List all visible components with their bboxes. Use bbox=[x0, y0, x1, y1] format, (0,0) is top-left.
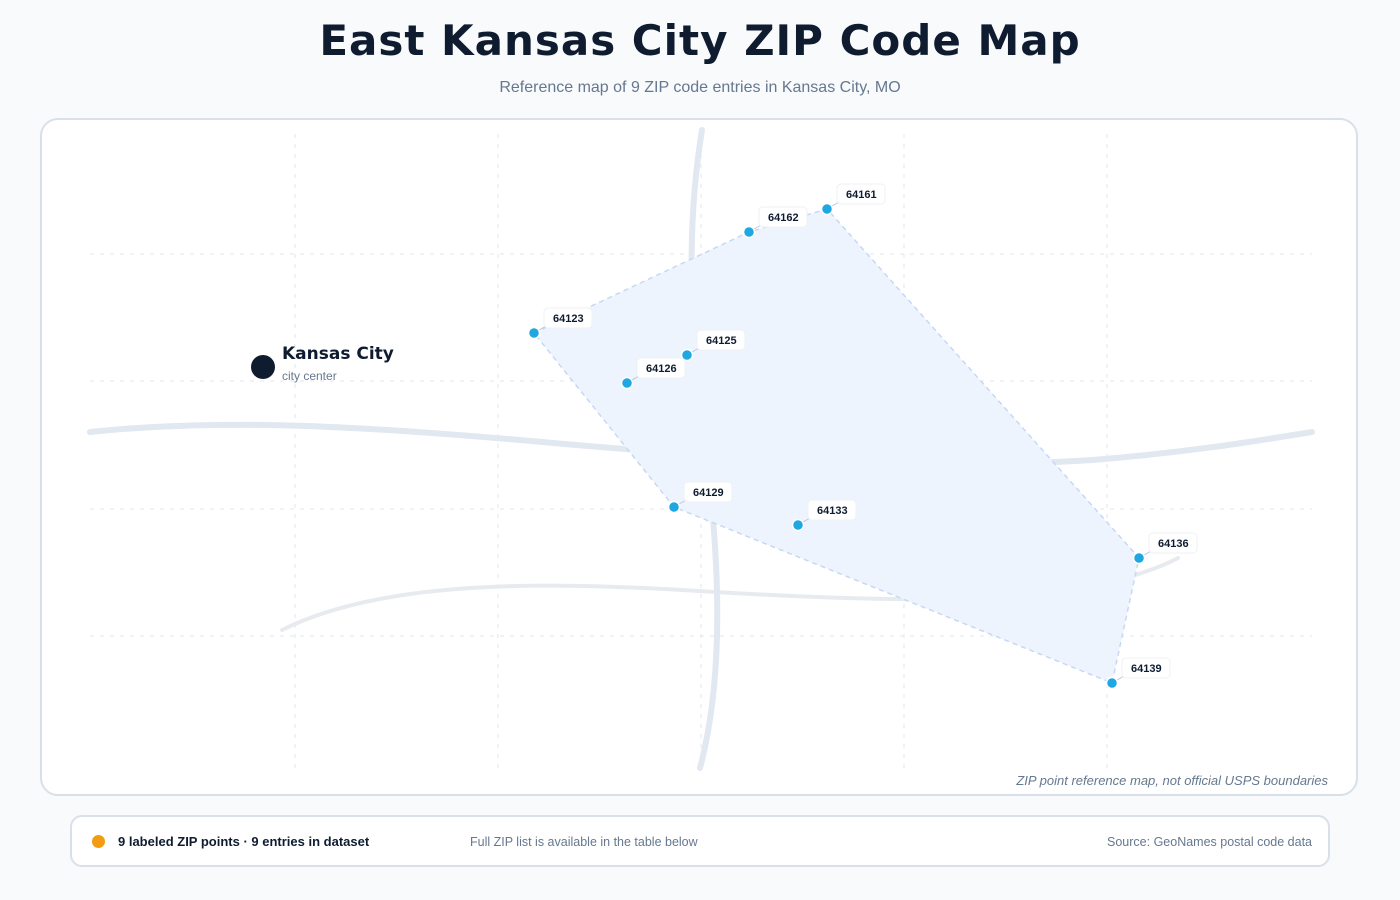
city-marker[interactable]: Kansas City city center bbox=[251, 344, 394, 383]
zip-point-64139[interactable]: 64139 bbox=[1105, 657, 1171, 690]
zip-point-64125[interactable]: 64125 bbox=[680, 329, 746, 362]
zip-label: 64162 bbox=[768, 212, 799, 224]
map-panel[interactable]: 64161 64162 64123 64125 64126 64129 64133 64136… bbox=[40, 118, 1358, 796]
zip-marker-dot[interactable] bbox=[791, 518, 805, 532]
map-canvas[interactable]: 64161 64162 64123 64125 64126 64129 64133 64136… bbox=[42, 120, 1358, 796]
zip-marker-dot[interactable] bbox=[680, 348, 694, 362]
city-name: Kansas City bbox=[282, 344, 394, 364]
map-disclaimer: ZIP point reference map, not official US… bbox=[1016, 773, 1328, 788]
zip-label: 64126 bbox=[646, 363, 677, 375]
zip-marker-dot[interactable] bbox=[742, 225, 756, 239]
zip-label-background bbox=[807, 499, 857, 521]
zip-point-64126[interactable]: 64126 bbox=[620, 357, 686, 390]
zip-marker-dot[interactable] bbox=[667, 500, 681, 514]
zip-point-64129[interactable]: 64129 bbox=[667, 481, 733, 514]
zip-label: 64123 bbox=[553, 313, 584, 325]
zip-label: 64125 bbox=[706, 335, 737, 347]
zip-marker-dot[interactable] bbox=[1132, 551, 1146, 565]
zip-label: 64136 bbox=[1158, 538, 1189, 550]
city-sublabel: city center bbox=[282, 369, 337, 383]
zip-point-64136[interactable]: 64136 bbox=[1132, 532, 1198, 565]
zip-point-64162[interactable]: 64162 bbox=[742, 206, 808, 239]
zip-point-64123[interactable]: 64123 bbox=[527, 307, 593, 340]
zip-label: 64133 bbox=[817, 505, 848, 517]
footer-bar: 9 labeled ZIP points · 9 entries in data… bbox=[70, 815, 1330, 867]
zip-label: 64139 bbox=[1131, 663, 1162, 675]
zip-label: 64129 bbox=[693, 487, 724, 499]
zip-list-note[interactable]: Full ZIP list is available in the table … bbox=[470, 835, 698, 849]
data-source: Source: GeoNames postal code data bbox=[1107, 835, 1312, 849]
zip-points: 64161 64162 64123 64125 64126 64129 64133 64136… bbox=[527, 183, 1198, 690]
page-subtitle: Reference map of 9 ZIP code entries in K… bbox=[499, 79, 901, 96]
zip-label-background bbox=[1148, 532, 1198, 554]
zip-marker-dot[interactable] bbox=[620, 376, 634, 390]
zip-marker-dot[interactable] bbox=[820, 202, 834, 216]
zip-marker-dot[interactable] bbox=[1105, 676, 1119, 690]
zip-label-background bbox=[683, 481, 733, 503]
zip-marker-dot[interactable] bbox=[527, 326, 541, 340]
zip-point-64161[interactable]: 64161 bbox=[820, 183, 886, 216]
zip-label-background bbox=[836, 183, 886, 205]
zip-point-64133[interactable]: 64133 bbox=[791, 499, 857, 532]
city-center-dot bbox=[251, 355, 275, 379]
legend-dot bbox=[92, 835, 105, 848]
zip-label-background bbox=[1121, 657, 1171, 679]
zip-label-background bbox=[543, 307, 593, 329]
zip-label-background bbox=[696, 329, 746, 351]
page-title: East Kansas City ZIP Code Map bbox=[319, 16, 1081, 65]
zip-label-background bbox=[758, 206, 808, 228]
zip-label: 64161 bbox=[846, 189, 877, 201]
zip-count-text: 9 labeled ZIP points · 9 entries in data… bbox=[118, 834, 370, 849]
zip-label-background bbox=[636, 357, 686, 379]
